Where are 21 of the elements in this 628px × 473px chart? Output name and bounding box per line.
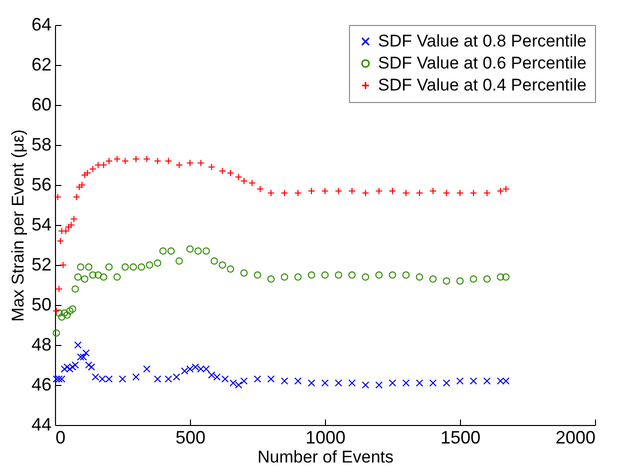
- x-tick-label: 1500: [440, 428, 481, 448]
- y-tick-label: 52: [31, 254, 52, 274]
- y-tick-label: 46: [31, 374, 52, 394]
- y-tick-label: 64: [31, 14, 52, 34]
- y-tick-label: 56: [31, 174, 52, 194]
- y-tick-label: 62: [31, 54, 52, 74]
- y-tick-label: 58: [31, 134, 52, 154]
- y-tick-label: 44: [31, 414, 52, 434]
- x-tick-label: 1000: [305, 428, 346, 448]
- y-tick-label: 60: [31, 94, 52, 114]
- y-tick-label: 54: [31, 214, 52, 234]
- x-tick-label: 2000: [555, 428, 596, 448]
- legend-label: SDF Value at 0.4 Percentile: [378, 76, 587, 94]
- legend-label: SDF Value at 0.6 Percentile: [378, 54, 587, 72]
- x-axis-title: Number of Events: [257, 448, 394, 466]
- x-tick-label: 500: [175, 428, 206, 448]
- x-tick-label: 0: [56, 428, 66, 448]
- y-tick-label: 50: [31, 294, 52, 314]
- y-axis-title: Max Strain per Event (με): [8, 129, 28, 322]
- y-tick-label: 48: [31, 334, 52, 354]
- legend-label: SDF Value at 0.8 Percentile: [378, 32, 587, 50]
